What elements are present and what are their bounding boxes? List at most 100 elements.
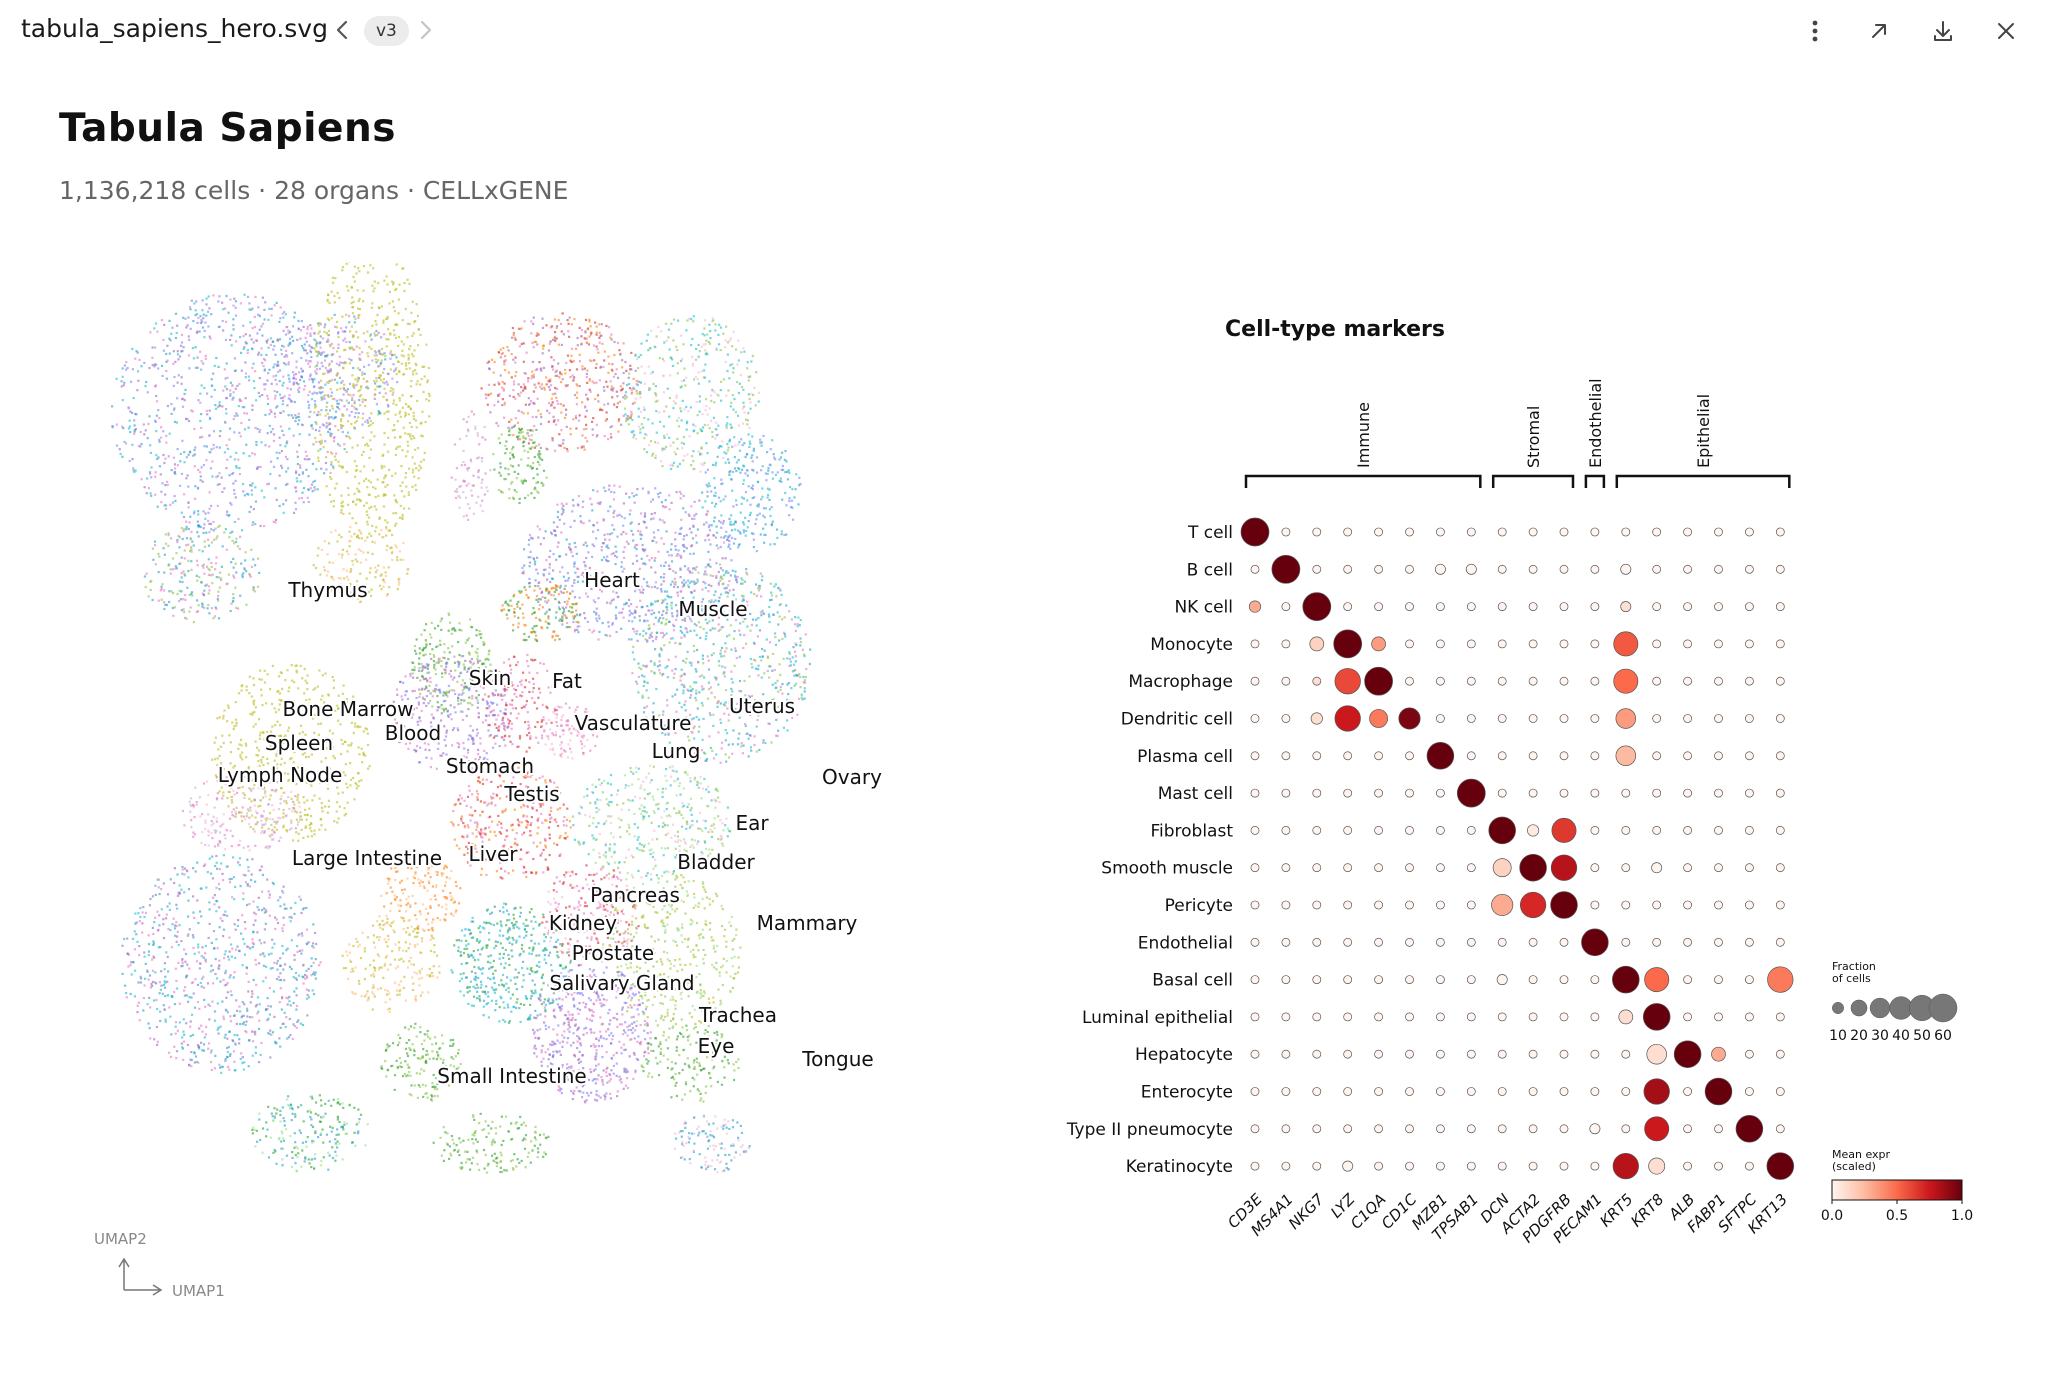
dot-nk-cell-mzb1 bbox=[1436, 602, 1445, 611]
dot-endothelial-acta2 bbox=[1528, 937, 1538, 947]
cell-type-label: Basal cell bbox=[1152, 971, 1233, 991]
next-version-button[interactable] bbox=[416, 16, 436, 44]
dot-monocyte-mzb1 bbox=[1436, 639, 1445, 649]
dot-t-cell-c1qa bbox=[1374, 527, 1383, 537]
dot-t-cell-krt5 bbox=[1621, 527, 1631, 537]
dot-monocyte-tpsab1 bbox=[1466, 639, 1476, 649]
previous-version-button[interactable] bbox=[332, 16, 352, 44]
dot-nk-cell-pdgfrb bbox=[1559, 602, 1569, 611]
viewer-toolbar: tabula_sapiens_hero.svg v3 bbox=[0, 0, 2048, 62]
dot-plasma-cell-cd3e bbox=[1250, 751, 1260, 761]
dot-type-ii-pneumocyte-cd3e bbox=[1250, 1124, 1260, 1134]
gene-label: KRT5 bbox=[1596, 1190, 1636, 1230]
dot-t-cell-lyz bbox=[1343, 527, 1353, 537]
organ-label: Salivary Gland bbox=[549, 971, 694, 995]
size-legend-subtitle: of cells bbox=[1832, 972, 1871, 985]
dot-plasma-cell-pecam1 bbox=[1590, 751, 1600, 761]
dot-fibroblast-cd1c bbox=[1405, 826, 1414, 835]
dot-t-cell-mzb1 bbox=[1436, 527, 1445, 537]
color-legend-tick: 1.0 bbox=[1951, 1208, 1973, 1224]
dot-keratinocyte-alb bbox=[1683, 1161, 1692, 1171]
dot-type-ii-pneumocyte-fabp1 bbox=[1714, 1124, 1723, 1134]
umap-axis-y-label: UMAP2 bbox=[94, 1230, 147, 1248]
dot-smooth-muscle-mzb1 bbox=[1436, 863, 1445, 873]
dot-hepatocyte-cd1c bbox=[1405, 1049, 1414, 1059]
dot-plasma-cell-tpsab1 bbox=[1466, 751, 1476, 761]
dot-fibroblast-c1qa bbox=[1374, 826, 1383, 835]
dot-macrophage-krt5 bbox=[1613, 668, 1639, 694]
dot-pericyte-krt8 bbox=[1652, 900, 1662, 910]
dot-enterocyte-lyz bbox=[1343, 1087, 1353, 1096]
dot-hepatocyte-krt5 bbox=[1621, 1049, 1631, 1059]
marker-dotplot: Cell-type markers Immune Stromal Endotheli… bbox=[1066, 317, 1973, 1247]
dot-type-ii-pneumocyte-ms4a1 bbox=[1281, 1124, 1291, 1134]
dot-t-cell-pecam1 bbox=[1590, 527, 1600, 537]
dot-basal-cell-lyz bbox=[1343, 975, 1353, 984]
dot-b-cell-nkg7 bbox=[1312, 564, 1322, 574]
dot-endothelial-nkg7 bbox=[1312, 937, 1322, 947]
size-legend-value: 40 bbox=[1892, 1028, 1910, 1044]
download-button[interactable] bbox=[1926, 14, 1960, 48]
dot-dendritic-cell-ms4a1 bbox=[1281, 714, 1291, 723]
dot-hepatocyte-dcn bbox=[1497, 1049, 1507, 1059]
more-vertical-icon bbox=[1812, 20, 1818, 42]
dot-macrophage-cd3e bbox=[1250, 676, 1260, 686]
dot-t-cell-dcn bbox=[1497, 527, 1507, 537]
dot-keratinocyte-krt8 bbox=[1648, 1157, 1666, 1175]
dot-monocyte-nkg7 bbox=[1309, 636, 1325, 652]
umap-point-cloud bbox=[111, 262, 812, 1174]
dot-endothelial-krt13 bbox=[1775, 937, 1785, 947]
dot-pericyte-tpsab1 bbox=[1466, 900, 1476, 910]
dot-nk-cell-fabp1 bbox=[1714, 602, 1723, 611]
dot-smooth-muscle-cd1c bbox=[1405, 863, 1414, 873]
dot-hepatocyte-nkg7 bbox=[1312, 1049, 1322, 1059]
color-legend-title: Mean expr bbox=[1832, 1148, 1891, 1161]
dot-monocyte-lyz bbox=[1333, 629, 1363, 659]
size-legend-value: 20 bbox=[1850, 1028, 1868, 1044]
organ-label: Trachea bbox=[698, 1003, 777, 1027]
dot-t-cell-ms4a1 bbox=[1281, 527, 1291, 537]
dot-fibroblast-ms4a1 bbox=[1281, 826, 1291, 835]
more-options-button[interactable] bbox=[1798, 14, 1832, 48]
dot-smooth-muscle-krt13 bbox=[1775, 863, 1785, 873]
dot-hepatocyte-krt13 bbox=[1775, 1049, 1785, 1059]
dot-basal-cell-ms4a1 bbox=[1281, 975, 1291, 984]
organ-label: Ear bbox=[735, 811, 769, 835]
dot-endothelial-cd3e bbox=[1250, 937, 1260, 947]
dot-t-cell-cd1c bbox=[1405, 527, 1414, 537]
dot-luminal-epithelial-krt5 bbox=[1618, 1009, 1634, 1025]
size-legend-dot bbox=[1832, 1002, 1844, 1014]
cell-type-label: Smooth muscle bbox=[1101, 859, 1233, 879]
dot-t-cell-cd3e bbox=[1240, 517, 1270, 547]
dot-monocyte-krt5 bbox=[1613, 631, 1639, 657]
close-button[interactable] bbox=[1989, 14, 2023, 48]
dot-macrophage-acta2 bbox=[1528, 676, 1538, 686]
size-legend-value: 10 bbox=[1829, 1028, 1847, 1044]
version-badge[interactable]: v3 bbox=[364, 16, 409, 46]
dot-luminal-epithelial-cd3e bbox=[1250, 1012, 1260, 1022]
dot-b-cell-krt13 bbox=[1775, 564, 1785, 574]
dot-enterocyte-cd1c bbox=[1405, 1087, 1414, 1096]
dot-plasma-cell-fabp1 bbox=[1714, 751, 1723, 761]
dot-plasma-cell-pdgfrb bbox=[1559, 751, 1569, 761]
dot-b-cell-ms4a1 bbox=[1271, 554, 1301, 584]
cell-type-label: Monocyte bbox=[1150, 635, 1233, 655]
size-legend-value: 60 bbox=[1934, 1028, 1952, 1044]
dot-keratinocyte-sftpc bbox=[1745, 1161, 1754, 1171]
organ-label: Fat bbox=[552, 669, 582, 693]
dot-endothelial-cd1c bbox=[1405, 937, 1414, 947]
dot-pericyte-dcn bbox=[1491, 893, 1514, 917]
dot-macrophage-pdgfrb bbox=[1559, 676, 1569, 686]
organ-label: Large Intestine bbox=[292, 846, 442, 870]
dot-monocyte-acta2 bbox=[1528, 639, 1538, 649]
dot-nk-cell-nkg7 bbox=[1302, 592, 1332, 621]
organ-label: Blood bbox=[385, 721, 441, 745]
color-legend-subtitle: (scaled) bbox=[1832, 1160, 1876, 1173]
dot-nk-cell-c1qa bbox=[1374, 602, 1383, 611]
dot-plasma-cell-cd1c bbox=[1405, 751, 1414, 761]
size-legend-dot bbox=[1850, 999, 1868, 1017]
open-external-icon bbox=[1872, 24, 1886, 38]
group-bracket bbox=[1244, 474, 1482, 488]
dot-hepatocyte-tpsab1 bbox=[1466, 1049, 1476, 1059]
open-external-button[interactable] bbox=[1862, 14, 1896, 48]
